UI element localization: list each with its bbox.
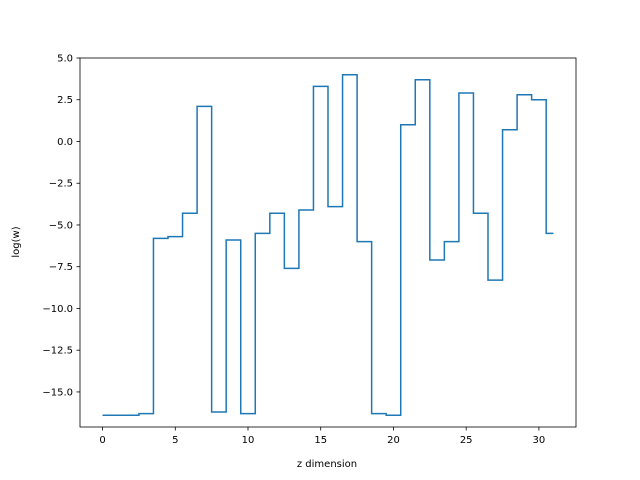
x-tick-label: 0 <box>99 435 105 446</box>
y-tick-label: −12.5 <box>42 346 73 357</box>
x-tick-label: 25 <box>460 435 473 446</box>
y-tick-label: 0.0 <box>57 137 73 148</box>
y-tick-label: −15.0 <box>42 387 73 398</box>
plot-area <box>102 73 554 417</box>
x-axis-label: z dimension <box>297 459 357 470</box>
x-tick-label: 15 <box>314 435 327 446</box>
y-tick-label: 2.5 <box>57 95 73 106</box>
series-line-0 <box>102 73 554 417</box>
y-tick-label: 5.0 <box>57 54 73 65</box>
x-tick-label: 20 <box>387 435 400 446</box>
x-tick-label: 30 <box>533 435 546 446</box>
x-tick-label: 5 <box>172 435 178 446</box>
y-tick-label: −2.5 <box>49 179 73 190</box>
axes-frame <box>79 57 577 428</box>
x-tick-label: 10 <box>242 435 255 446</box>
y-tick-label: −10.0 <box>42 304 73 315</box>
y-axis-label: log(w) <box>11 226 22 257</box>
axes: 0 5 10 15 20 25 30 5.0 2.5 0.0 −2.5 −5.0 −7.5 −10.0 −1… <box>42 54 577 446</box>
y-tick-label: −7.5 <box>49 262 73 273</box>
y-tick-label: −5.0 <box>49 220 73 231</box>
